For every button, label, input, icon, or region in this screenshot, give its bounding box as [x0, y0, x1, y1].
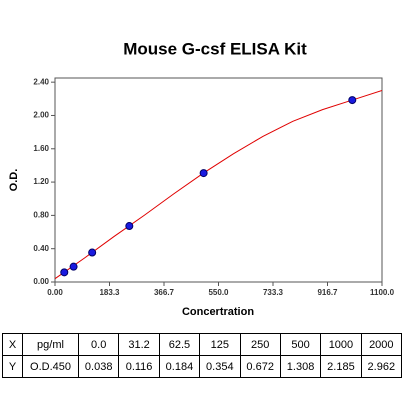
data-point	[125, 222, 134, 231]
table-cell: 31.2	[118, 333, 160, 356]
y-tick-label: 1.60	[33, 144, 49, 153]
table-cell: 1000	[320, 333, 362, 356]
y-tick-label: 0.80	[33, 210, 49, 219]
table-cell: 0.038	[77, 355, 120, 378]
table-cell: O.D.450	[22, 355, 79, 378]
x-tick-label: 550.0	[208, 288, 229, 297]
table-cell: 250	[239, 333, 281, 356]
y-tick-label: 2.00	[33, 111, 49, 120]
table-cell: 2.962	[360, 355, 403, 378]
x-tick-label: 0.00	[47, 288, 63, 297]
table-cell: 2000	[360, 333, 403, 356]
data-point	[88, 248, 97, 257]
y-tick-label: 2.40	[33, 77, 49, 86]
chart-title: Mouse G-csf ELISA Kit	[123, 39, 307, 58]
x-tick-label: 916.7	[317, 288, 338, 297]
x-tick-label: 366.7	[154, 288, 175, 297]
x-axis-label: Concertration	[182, 306, 254, 318]
chart: Mouse G-csf ELISA Kit Concertration O.D.…	[8, 39, 395, 318]
table-cell: 0.672	[239, 355, 281, 378]
table-cell: Y	[2, 355, 23, 378]
table-cell: 0.116	[118, 355, 160, 378]
x-tick-label: 183.3	[99, 288, 120, 297]
y-tick-label: 0.40	[33, 244, 49, 253]
y-tick-label: 1.20	[33, 177, 49, 186]
table-cell: 0.354	[199, 355, 241, 378]
data-point	[348, 96, 357, 105]
y-axis-label: O.D.	[8, 169, 20, 192]
table-cell: 2.185	[320, 355, 362, 378]
table-cell: 500	[279, 333, 322, 356]
x-tick-label: 1100.0	[370, 288, 395, 297]
data-point	[60, 268, 69, 277]
table-cell: 62.5	[158, 333, 201, 356]
table-cell: pg/ml	[22, 333, 79, 356]
table-cell: 125	[199, 333, 241, 356]
data-point	[69, 262, 78, 271]
fit-curve	[54, 90, 383, 280]
table-cell: 0.0	[77, 333, 120, 356]
table-row: Y O.D.450 0.038 0.116 0.184 0.354 0.672 1.308 2.…	[2, 355, 403, 378]
table-cell: 0.184	[158, 355, 201, 378]
table-cell: 1.308	[279, 355, 322, 378]
x-tick-label: 733.3	[263, 288, 284, 297]
y-tick-label: 0.00	[33, 277, 49, 286]
data-point	[199, 169, 208, 178]
table-cell: X	[2, 333, 23, 356]
plot-frame	[54, 77, 383, 283]
